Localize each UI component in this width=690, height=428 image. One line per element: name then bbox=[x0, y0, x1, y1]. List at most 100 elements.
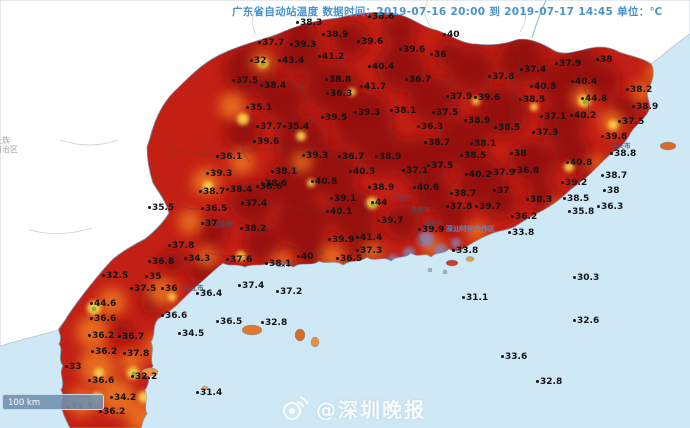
station-dot bbox=[145, 275, 148, 278]
station-temp-label: 40 bbox=[297, 252, 314, 262]
station-dot bbox=[513, 169, 516, 172]
station-temp-label: 37 bbox=[493, 186, 510, 196]
station-temp-label: 40.2 bbox=[465, 170, 491, 180]
station-temp-label: 37.5 bbox=[130, 284, 156, 294]
station-temp-label: 39.3 bbox=[302, 151, 328, 161]
station-temp-label: 36 bbox=[430, 50, 447, 60]
station-dot bbox=[226, 188, 229, 191]
station-dot bbox=[311, 180, 314, 183]
station-temp-label: 37.8 bbox=[488, 72, 514, 82]
station-temp-label: 36.7 bbox=[405, 75, 431, 85]
station-temp-label: 39.9 bbox=[328, 235, 354, 245]
station-dot bbox=[297, 255, 300, 258]
station-temp-label: 37.8 bbox=[123, 349, 149, 359]
station-dot bbox=[430, 53, 433, 56]
station-dot bbox=[626, 88, 629, 91]
station-dot bbox=[328, 238, 331, 241]
station-dot bbox=[326, 92, 329, 95]
station-dot bbox=[130, 287, 133, 290]
station-dot bbox=[368, 65, 371, 68]
station-dot bbox=[196, 391, 199, 394]
station-dot bbox=[276, 290, 279, 293]
station-dot bbox=[375, 155, 378, 158]
station-temp-label: 40.1 bbox=[326, 207, 352, 217]
station-temp-label: 38.8 bbox=[610, 149, 636, 159]
islands bbox=[141, 141, 677, 391]
station-temp-label: 35.1 bbox=[246, 103, 272, 113]
station-dot bbox=[520, 68, 523, 71]
station-temp-label: 31.1 bbox=[462, 293, 488, 303]
station-dot bbox=[338, 155, 341, 158]
station-temp-label: 38 bbox=[596, 55, 613, 65]
city-label: 深圳市 bbox=[423, 220, 443, 228]
station-temp-label: 32.8 bbox=[261, 318, 287, 328]
station-temp-label: 37.9 bbox=[446, 92, 472, 102]
city-label: 阳江市 bbox=[184, 284, 204, 292]
station-dot bbox=[597, 205, 600, 208]
station-temp-label: 37.5 bbox=[618, 117, 644, 127]
city-label: 汕头市 bbox=[611, 142, 631, 150]
station-dot bbox=[261, 182, 264, 185]
station-dot bbox=[493, 189, 496, 192]
station-dot bbox=[65, 365, 68, 368]
station-temp-label: 39.9 bbox=[418, 225, 444, 235]
station-dot bbox=[240, 227, 243, 230]
city-label: 云浮市 bbox=[212, 221, 232, 229]
station-temp-label: 40.8 bbox=[530, 82, 556, 92]
station-dot bbox=[88, 334, 91, 337]
station-temp-label: 41.7 bbox=[360, 82, 386, 92]
station-dot bbox=[148, 206, 151, 209]
station-temp-label: 40.6 bbox=[413, 183, 439, 193]
station-temp-label: 38.4 bbox=[260, 81, 286, 91]
station-temp-label: 37.7 bbox=[256, 122, 282, 132]
station-dot bbox=[349, 170, 352, 173]
station-temp-label: 39.6 bbox=[474, 93, 500, 103]
edge-province-label: 壮族自治区 bbox=[0, 136, 18, 154]
station-dot bbox=[265, 262, 268, 265]
station-dot bbox=[596, 58, 599, 61]
station-dot bbox=[250, 59, 253, 62]
station-temp-label: 38.2 bbox=[240, 224, 266, 234]
station-temp-label: 39.2 bbox=[561, 178, 587, 188]
city-borders bbox=[171, 15, 589, 257]
station-dot bbox=[201, 222, 204, 225]
scale-bar: 100 km bbox=[2, 394, 104, 410]
watermark: @深圳晚报 bbox=[281, 394, 426, 423]
station-temp-label: 39.1 bbox=[330, 194, 356, 204]
station-temp-label: 39.3 bbox=[290, 40, 316, 50]
station-temp-label: 32.6 bbox=[573, 316, 599, 326]
station-dot bbox=[168, 244, 171, 247]
station-dot bbox=[91, 350, 94, 353]
station-dot bbox=[216, 320, 219, 323]
station-temp-label: 37.1 bbox=[540, 112, 566, 122]
station-temp-label: 40.4 bbox=[368, 62, 394, 72]
station-temp-label: 38.3 bbox=[296, 18, 322, 28]
station-temp-label: 38.9 bbox=[375, 152, 401, 162]
station-dot bbox=[206, 172, 209, 175]
station-temp-label: 35.8 bbox=[568, 207, 594, 217]
station-temp-label: 39.3 bbox=[354, 108, 380, 118]
station-dot bbox=[216, 155, 219, 158]
station-temp-label: 36.2 bbox=[511, 212, 537, 222]
station-dot bbox=[256, 185, 259, 188]
station-temp-label: 39.3 bbox=[206, 169, 232, 179]
station-dot bbox=[581, 97, 584, 100]
station-temp-label: 37.9 bbox=[555, 59, 581, 69]
station-dot bbox=[201, 207, 204, 210]
station-dot bbox=[540, 115, 543, 118]
station-dot bbox=[501, 355, 504, 358]
station-temp-label: 36.3 bbox=[417, 122, 443, 132]
station-dot bbox=[253, 140, 256, 143]
station-dot bbox=[532, 131, 535, 134]
station-dot bbox=[356, 236, 359, 239]
station-dot bbox=[161, 287, 164, 290]
station-temp-label: 36.8 bbox=[513, 166, 539, 176]
station-dot bbox=[530, 85, 533, 88]
station-temp-label: 38.9 bbox=[368, 183, 394, 193]
station-temp-label: 39.5 bbox=[321, 113, 347, 123]
station-dot bbox=[356, 249, 359, 252]
station-temp-label: 37.7 bbox=[258, 38, 284, 48]
station-temp-label: 35 bbox=[145, 272, 162, 282]
station-temp-label: 38.8 bbox=[325, 75, 351, 85]
